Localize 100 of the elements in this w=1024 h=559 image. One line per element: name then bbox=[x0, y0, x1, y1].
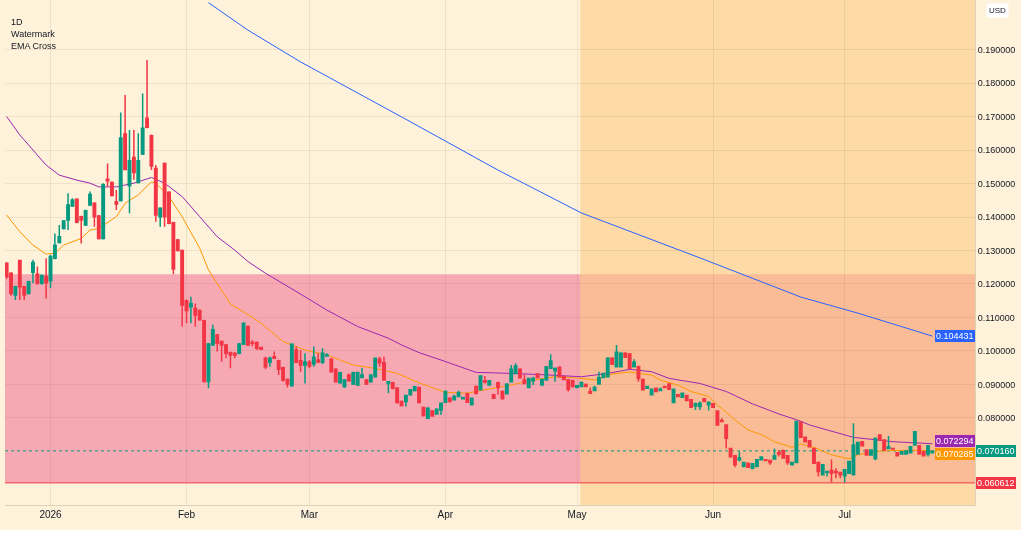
y-tick-label: 0.110000 bbox=[977, 312, 1015, 323]
candlestick bbox=[518, 367, 522, 380]
candlestick bbox=[289, 342, 294, 388]
candlestick bbox=[697, 400, 702, 411]
candlestick bbox=[158, 206, 163, 228]
candlestick bbox=[109, 180, 114, 198]
candlestick bbox=[272, 350, 277, 360]
candlestick bbox=[386, 380, 391, 394]
candlestick bbox=[711, 402, 715, 409]
y-tick-label: 0.160000 bbox=[977, 145, 1016, 156]
y-tick-label: 0.190000 bbox=[977, 44, 1016, 55]
candlestick bbox=[926, 444, 930, 458]
candlestick bbox=[675, 393, 680, 398]
candlestick bbox=[101, 182, 106, 241]
candlestick bbox=[39, 273, 44, 286]
candlestick bbox=[526, 377, 531, 389]
candlestick bbox=[627, 352, 632, 370]
candlestick bbox=[640, 377, 645, 392]
line-series bbox=[6, 116, 933, 445]
candlestick bbox=[83, 208, 88, 227]
candlestick bbox=[706, 400, 711, 412]
candlestick bbox=[566, 378, 571, 393]
y-tick-label: 0.170000 bbox=[977, 111, 1016, 122]
candlestick bbox=[882, 438, 887, 452]
annotation: EMA Cross bbox=[11, 41, 57, 51]
candlestick bbox=[373, 356, 378, 379]
candlestick bbox=[671, 387, 676, 404]
y-tick-label: 0.100000 bbox=[977, 346, 1016, 357]
candlestick bbox=[930, 449, 935, 455]
ref-line-label: 0.060612 bbox=[977, 478, 1015, 488]
candlestick bbox=[851, 422, 856, 477]
y-tick-label: 0.120000 bbox=[977, 279, 1016, 290]
candlestick bbox=[588, 386, 593, 395]
x-tick-label: May bbox=[567, 509, 587, 520]
candlestick bbox=[447, 396, 452, 404]
y-tick-label: 0.180000 bbox=[977, 78, 1016, 89]
candlestick bbox=[417, 385, 422, 405]
x-tick-label: Feb bbox=[177, 509, 196, 520]
candlestick bbox=[724, 423, 729, 450]
candlestick bbox=[702, 398, 707, 403]
candlestick bbox=[912, 430, 917, 447]
candlestick bbox=[768, 459, 773, 466]
candlestick bbox=[246, 324, 250, 347]
candlestick bbox=[522, 373, 527, 385]
candlestick bbox=[886, 435, 891, 450]
data-label: 0.104431 bbox=[936, 331, 974, 341]
candlestick bbox=[355, 370, 360, 387]
candlestick bbox=[474, 385, 479, 396]
candlestick bbox=[610, 356, 615, 366]
candlestick bbox=[452, 394, 457, 402]
candlestick bbox=[364, 378, 369, 386]
candlestick bbox=[338, 370, 343, 385]
candlestick bbox=[259, 346, 264, 351]
candlestick bbox=[254, 340, 259, 351]
candlestick bbox=[597, 370, 601, 386]
candlestick bbox=[35, 265, 40, 286]
candlestick bbox=[316, 352, 321, 365]
candlestick bbox=[66, 192, 71, 231]
candlestick bbox=[605, 356, 610, 379]
candlestick bbox=[140, 92, 145, 156]
candlestick bbox=[482, 375, 487, 385]
candlestick bbox=[456, 390, 461, 398]
candlestick bbox=[746, 461, 751, 469]
candlestick bbox=[917, 444, 922, 456]
candlestick bbox=[820, 463, 825, 477]
candlestick bbox=[320, 347, 325, 365]
candlestick bbox=[412, 385, 417, 393]
candlestick bbox=[575, 384, 579, 389]
candlestick bbox=[162, 161, 167, 228]
candlestick bbox=[667, 382, 672, 391]
candlestick bbox=[114, 189, 119, 211]
candlestick bbox=[298, 349, 303, 373]
candlestick bbox=[460, 396, 465, 401]
candlestick bbox=[509, 364, 514, 384]
data-label: 0.070285 bbox=[936, 449, 974, 459]
candlestick bbox=[430, 409, 435, 418]
candlestick bbox=[570, 379, 575, 389]
candlestick bbox=[131, 129, 136, 181]
candlestick bbox=[88, 190, 92, 207]
line-series bbox=[207, 2, 933, 337]
candlestick bbox=[303, 352, 307, 385]
candlestick bbox=[149, 133, 154, 171]
candlestick bbox=[531, 375, 536, 386]
y-tick-label: 0.150000 bbox=[977, 178, 1016, 189]
candlestick bbox=[17, 259, 22, 301]
candlestick bbox=[632, 358, 637, 369]
candlestick bbox=[496, 381, 500, 396]
candlestick bbox=[469, 396, 474, 407]
candlestick bbox=[487, 379, 492, 387]
x-tick-label: Jul bbox=[838, 509, 852, 520]
candlestick bbox=[188, 295, 193, 324]
candlestick bbox=[307, 359, 312, 370]
x-tick-label: Mar bbox=[300, 509, 319, 520]
candlestick bbox=[860, 440, 865, 448]
candlestick bbox=[680, 391, 685, 399]
candlestick bbox=[425, 406, 430, 420]
candlestick bbox=[44, 257, 49, 300]
candlestick bbox=[776, 449, 781, 458]
candlestick bbox=[741, 461, 746, 468]
x-tick-label: 2026 bbox=[39, 509, 63, 520]
